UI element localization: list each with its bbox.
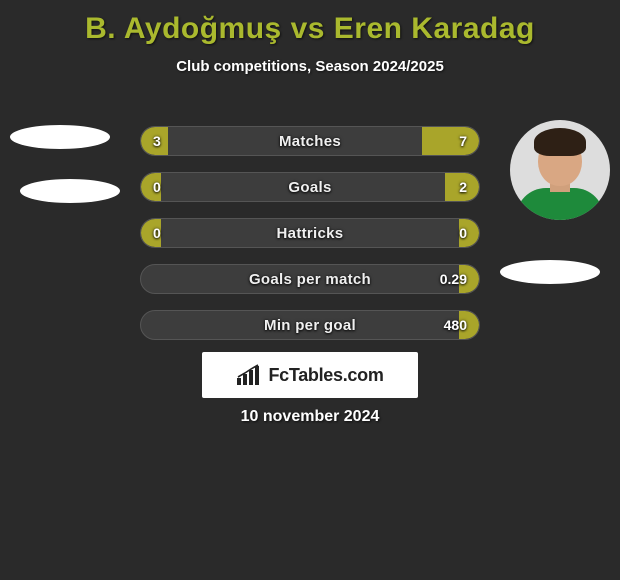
page-title: B. Aydoğmuş vs Eren Karadag [0, 0, 620, 46]
stat-bar: Goals per match0.29 [140, 264, 480, 294]
stat-value-right: 480 [444, 311, 467, 339]
stat-row: 0Hattricks0 [0, 212, 620, 258]
stat-label: Min per goal [141, 311, 479, 339]
stat-bar: 0Hattricks0 [140, 218, 480, 248]
stat-row: 0Goals2 [0, 166, 620, 212]
stat-value-right: 7 [459, 127, 467, 155]
stat-label: Goals [141, 173, 479, 201]
stat-value-right: 2 [459, 173, 467, 201]
season-subtitle: Club competitions, Season 2024/2025 [0, 58, 620, 75]
stat-value-right: 0.29 [440, 265, 467, 293]
stats-container: 3Matches70Goals20Hattricks0Goals per mat… [0, 120, 620, 350]
stat-label: Matches [141, 127, 479, 155]
stat-label: Hattricks [141, 219, 479, 247]
stat-bar: 3Matches7 [140, 126, 480, 156]
stat-label: Goals per match [141, 265, 479, 293]
branding-badge: FcTables.com [202, 352, 418, 398]
stat-value-right: 0 [459, 219, 467, 247]
branding-text: FcTables.com [268, 365, 383, 386]
stat-bar: Min per goal480 [140, 310, 480, 340]
fctables-logo-icon [236, 364, 262, 386]
stat-bar: 0Goals2 [140, 172, 480, 202]
stat-row: 3Matches7 [0, 120, 620, 166]
date-text: 10 november 2024 [0, 408, 620, 426]
stat-row: Min per goal480 [0, 304, 620, 350]
stat-row: Goals per match0.29 [0, 258, 620, 304]
